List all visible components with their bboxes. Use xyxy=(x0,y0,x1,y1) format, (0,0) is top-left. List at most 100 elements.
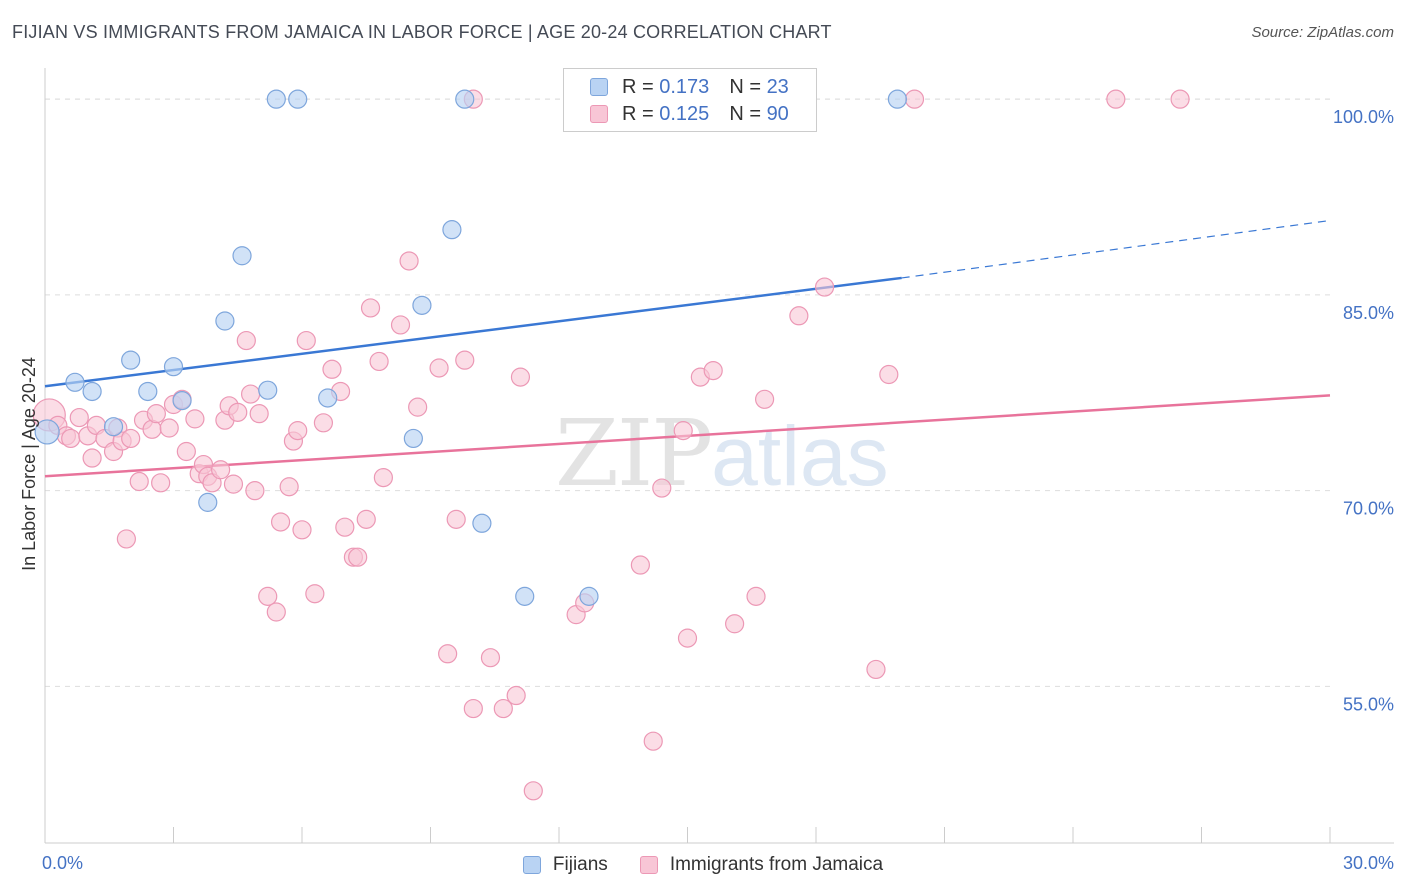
grid-lines xyxy=(45,98,1330,687)
jamaica-point xyxy=(438,644,458,664)
fijians-point xyxy=(121,350,141,370)
jamaica-r-value: 0.125 xyxy=(659,102,710,125)
jamaica-point xyxy=(746,586,766,606)
jamaica-point xyxy=(463,698,483,719)
jamaica-point xyxy=(249,404,269,424)
fijians-point xyxy=(266,89,286,109)
y-axis-label: In Labor Force | Age 20-24 xyxy=(19,357,39,571)
fijians-point xyxy=(579,586,599,606)
jamaica-point xyxy=(296,330,316,351)
fijians-point xyxy=(215,311,235,331)
fijians-point xyxy=(472,513,492,533)
x-tick-label: 30.0% xyxy=(1343,853,1394,873)
jamaica-point xyxy=(652,478,672,498)
r-label: R = xyxy=(622,102,654,125)
fijians-legend-label: Fijians xyxy=(552,854,608,875)
jamaica-point xyxy=(429,358,449,378)
jamaica-point xyxy=(1106,89,1126,109)
series-legend: Fijians Immigrants from Jamaica xyxy=(0,852,1406,878)
fijians-point xyxy=(65,372,85,392)
jamaica-point xyxy=(754,389,775,409)
jamaica-point xyxy=(455,350,475,370)
fijians-point xyxy=(163,357,184,377)
fijians-point xyxy=(288,89,308,109)
x-tick-label: 0.0% xyxy=(42,853,83,873)
jamaica-point xyxy=(61,428,81,449)
fijians-r-value: 0.173 xyxy=(659,75,710,98)
watermark-zip: ZIP xyxy=(555,400,713,507)
fijians-legend-swatch xyxy=(522,856,541,874)
jamaica-point xyxy=(904,89,925,109)
jamaica-legend-label: Immigrants from Jamaica xyxy=(669,854,884,875)
jamaica-point xyxy=(789,306,809,326)
jamaica-point xyxy=(151,473,171,493)
jamaica-point xyxy=(121,428,141,449)
jamaica-point xyxy=(305,584,325,604)
fijians-point xyxy=(442,220,462,240)
jamaica-point xyxy=(408,397,428,417)
legend-row-jamaica: R = 0.125 N = 90 xyxy=(590,102,789,126)
jamaica-point xyxy=(446,509,466,529)
jamaica-point xyxy=(480,648,501,668)
jamaica-legend-swatch xyxy=(639,856,658,874)
fijians-point xyxy=(172,391,192,411)
jamaica-point xyxy=(245,481,265,501)
fijians-point xyxy=(412,295,432,315)
jamaica-point xyxy=(258,586,278,606)
axes xyxy=(44,68,1394,844)
fijians-point xyxy=(403,428,423,449)
jamaica-point xyxy=(313,413,334,433)
jamaica-point xyxy=(266,602,286,622)
jamaica-n-value: 90 xyxy=(766,102,789,125)
jamaica-point xyxy=(356,509,376,529)
jamaica-point xyxy=(270,512,291,532)
jamaica-point xyxy=(116,529,136,549)
legend-row-fijians: R = 0.173 N = 23 xyxy=(590,75,789,99)
jamaica-point xyxy=(228,402,248,422)
jamaica-point xyxy=(673,421,693,441)
fijians-n-value: 23 xyxy=(766,75,789,98)
n-label: N = xyxy=(729,102,761,125)
jamaica-point xyxy=(223,474,244,494)
jamaica-point xyxy=(369,351,389,372)
jamaica-point xyxy=(322,359,342,379)
jamaica-point xyxy=(211,460,231,480)
jamaica-point xyxy=(630,555,650,575)
fijians-swatch xyxy=(590,78,608,96)
jamaica-point xyxy=(146,404,166,424)
jamaica-point xyxy=(185,409,205,429)
jamaica-point xyxy=(677,628,698,648)
jamaica-point xyxy=(69,407,89,428)
fijians-point xyxy=(103,417,124,437)
jamaica-point xyxy=(399,251,419,271)
fijians-trend-line xyxy=(44,276,902,388)
y-tick-label: 55.0% xyxy=(1343,694,1394,714)
jamaica-point xyxy=(1170,89,1190,109)
fijians-point xyxy=(515,586,535,606)
jamaica-point xyxy=(159,418,179,438)
jamaica-point xyxy=(866,659,886,680)
jamaica-point xyxy=(523,781,543,801)
jamaica-point xyxy=(643,731,663,751)
chart-title: FIJIAN VS IMMIGRANTS FROM JAMAICA IN LAB… xyxy=(12,22,832,42)
fijians-point xyxy=(82,381,102,402)
fijians-point xyxy=(138,381,158,402)
jamaica-point xyxy=(506,685,526,706)
legend-item-fijians: Fijians xyxy=(522,854,608,876)
jamaica-point xyxy=(814,277,835,297)
jamaica-point xyxy=(390,315,411,335)
legend-item-jamaica: Immigrants from Jamaica xyxy=(639,854,884,876)
y-tick-label: 85.0% xyxy=(1343,303,1394,323)
fijians-point xyxy=(198,492,218,512)
y-tick-label: 70.0% xyxy=(1343,499,1394,519)
jamaica-point xyxy=(348,547,368,567)
jamaica-point xyxy=(725,614,745,634)
jamaica-point xyxy=(493,698,513,719)
fijians-trend-extension xyxy=(901,219,1331,279)
jamaica-point xyxy=(288,421,308,441)
jamaica-point xyxy=(373,468,393,488)
r-label: R = xyxy=(622,75,654,98)
jamaica-point xyxy=(335,517,355,537)
jamaica-point xyxy=(236,330,256,351)
source-label: Source: ZipAtlas.com xyxy=(1251,24,1394,41)
